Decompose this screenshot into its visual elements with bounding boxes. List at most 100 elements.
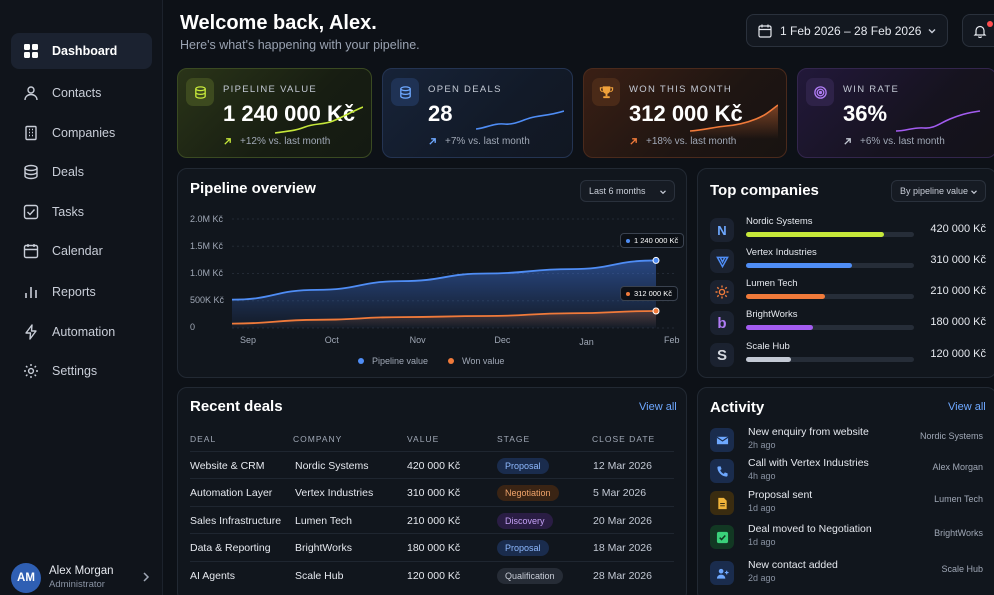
legend-label: Won value (462, 356, 505, 366)
range-select[interactable]: Last 6 months (580, 180, 675, 202)
notifications-button[interactable] (962, 14, 994, 47)
deal-name: Sales Infrastructure (190, 515, 282, 527)
company-bar-track (746, 325, 914, 330)
chevron-down-icon (928, 29, 936, 34)
date-range-label: 1 Feb 2026 – 28 Feb 2026 (780, 23, 922, 38)
company-row-lumen-tech[interactable]: Lumen Tech 210 000 Kč (710, 278, 986, 306)
sidebar-item-reports[interactable]: Reports (11, 274, 152, 310)
x-tick: Dec (494, 335, 511, 345)
legend-swatch (358, 358, 364, 364)
building-icon (25, 125, 37, 141)
stage-badge: Qualification (497, 568, 563, 584)
sun-logo-icon (710, 280, 734, 304)
user-role: Administrator (49, 579, 105, 591)
sidebar-item-label: Reports (52, 285, 96, 299)
company-bar (746, 263, 852, 268)
deal-name: Website & CRM (190, 460, 265, 472)
activity-time: 4h ago (748, 471, 776, 481)
legend-pipeline-value: Pipeline value (358, 356, 428, 366)
sidebar-item-deals[interactable]: Deals (11, 154, 152, 190)
company-row-vertex-industries[interactable]: Vertex Industries 310 000 Kč (710, 247, 986, 275)
sidebar-item-contacts[interactable]: Contacts (11, 75, 152, 111)
s-logo-icon: S (710, 343, 734, 367)
activity-view-all-link[interactable]: View all (948, 401, 986, 413)
sidebar-item-settings[interactable]: Settings (11, 353, 152, 389)
arrow-up-right-icon (429, 138, 436, 145)
sidebar-item-label: Companies (52, 126, 116, 140)
bell-icon (973, 25, 987, 38)
activity-item[interactable]: Proposal sent 1d ago Lumen Tech (710, 489, 986, 521)
arrow-up-right-icon (630, 138, 637, 145)
company-bar-track (746, 232, 914, 237)
stat-card-pipeline-value[interactable]: PIPELINE VALUE 1 240 000 Kč +12% vs. las… (177, 68, 372, 158)
activity-item[interactable]: Deal moved to Negotiation 1d ago BrightW… (710, 523, 986, 555)
y-tick: 0 (190, 322, 196, 332)
sparkline (275, 106, 363, 134)
activity-company: Alex Morgan (932, 462, 983, 472)
table-row[interactable]: AI Agents Scale Hub 120 000 Kč Qualifica… (190, 561, 674, 588)
company-name: Scale Hub (746, 341, 790, 352)
top-companies-panel (697, 168, 994, 378)
top-companies-title: Top companies (710, 182, 819, 199)
sidebar-item-automation[interactable]: Automation (11, 314, 152, 350)
company-row-nordic-systems[interactable]: N Nordic Systems 420 000 Kč (710, 216, 986, 244)
activity-title-text: New enquiry from website (748, 426, 869, 438)
b-logo-icon: b (710, 311, 734, 335)
stat-card-open-deals[interactable]: OPEN DEALS 28 +7% vs. last month (382, 68, 573, 158)
activity-company: Lumen Tech (934, 494, 983, 504)
stage-badge: Proposal (497, 458, 549, 474)
page-subtitle: Here's what's happening with your pipeli… (180, 38, 420, 52)
y-tick: 1.0M Kč (190, 268, 224, 278)
activity-title-text: Call with Vertex Industries (748, 457, 869, 469)
activity-time: 1d ago (748, 537, 776, 547)
activity-item[interactable]: New enquiry from website 2h ago Nordic S… (710, 426, 986, 458)
recent-deals-title: Recent deals (190, 398, 283, 415)
pipeline-overview-title: Pipeline overview (190, 180, 316, 197)
bolt-icon (25, 324, 37, 340)
activity-item[interactable]: Call with Vertex Industries 4h ago Alex … (710, 457, 986, 489)
company-name: Vertex Industries (746, 247, 817, 258)
company-bar (746, 325, 814, 330)
sidebar-item-companies[interactable]: Companies (11, 115, 152, 151)
company-row-scale-hub[interactable]: S Scale Hub 120 000 Kč (710, 341, 986, 369)
bar-chart-icon (25, 287, 37, 298)
table-row[interactable]: Website & CRM Nordic Systems 420 000 Kč … (190, 451, 674, 478)
stat-label: PIPELINE VALUE (223, 84, 318, 95)
activity-item[interactable]: New contact added 2d ago Scale Hub (710, 559, 986, 591)
sidebar-item-tasks[interactable]: Tasks (11, 194, 152, 230)
deal-name: Data & Reporting (190, 542, 271, 554)
company-row-brightworks[interactable]: b BrightWorks 180 000 Kč (710, 309, 986, 337)
user-plus-icon (710, 561, 734, 585)
x-tick: Oct (324, 335, 339, 345)
pipeline-tooltip: 1 240 000 Kč (620, 233, 685, 248)
stage-badge: Discovery (497, 513, 553, 529)
stat-card-win-rate[interactable]: WIN RATE 36% +6% vs. last month (797, 68, 994, 158)
stat-value: 36% (843, 101, 888, 126)
deal-company: Scale Hub (295, 570, 344, 582)
sidebar-item-calendar[interactable]: Calendar (11, 233, 152, 269)
stat-delta: +18% vs. last month (629, 136, 736, 147)
table-row[interactable]: Sales Infrastructure Lumen Tech 210 000 … (190, 506, 674, 533)
deal-value: 210 000 Kč (407, 515, 461, 527)
user-menu[interactable]: AM Alex Morgan Administrator (11, 562, 156, 594)
table-row[interactable]: Automation Layer Vertex Industries 310 0… (190, 478, 674, 505)
sidebar-item-label: Calendar (52, 244, 103, 258)
x-tick: Sep (240, 335, 257, 345)
sidebar-item-dashboard[interactable]: Dashboard (11, 33, 152, 69)
stage-badge: Negotiation (497, 485, 559, 501)
recent-deals-view-all-link[interactable]: View all (639, 401, 677, 413)
stat-delta: +6% vs. last month (843, 136, 945, 147)
date-range-picker[interactable]: 1 Feb 2026 – 28 Feb 2026 (746, 14, 948, 47)
y-tick: 2.0M Kč (190, 214, 224, 224)
arrow-up-right-icon (844, 138, 851, 145)
sort-select[interactable]: By pipeline value (891, 180, 986, 202)
table-row[interactable]: Data & Reporting BrightWorks 180 000 Kč … (190, 533, 674, 560)
deal-close-date: 28 Mar 2026 (593, 570, 652, 582)
deal-value: 420 000 Kč (407, 460, 461, 472)
x-tick: Feb (664, 335, 680, 345)
activity-company: Scale Hub (941, 564, 983, 574)
stat-card-won-this-month[interactable]: WON THIS MONTH 312 000 Kč +18% vs. last … (583, 68, 787, 158)
notification-dot (987, 21, 993, 27)
activity-title-text: Deal moved to Negotiation (748, 523, 872, 535)
activity-time: 1d ago (748, 503, 776, 513)
